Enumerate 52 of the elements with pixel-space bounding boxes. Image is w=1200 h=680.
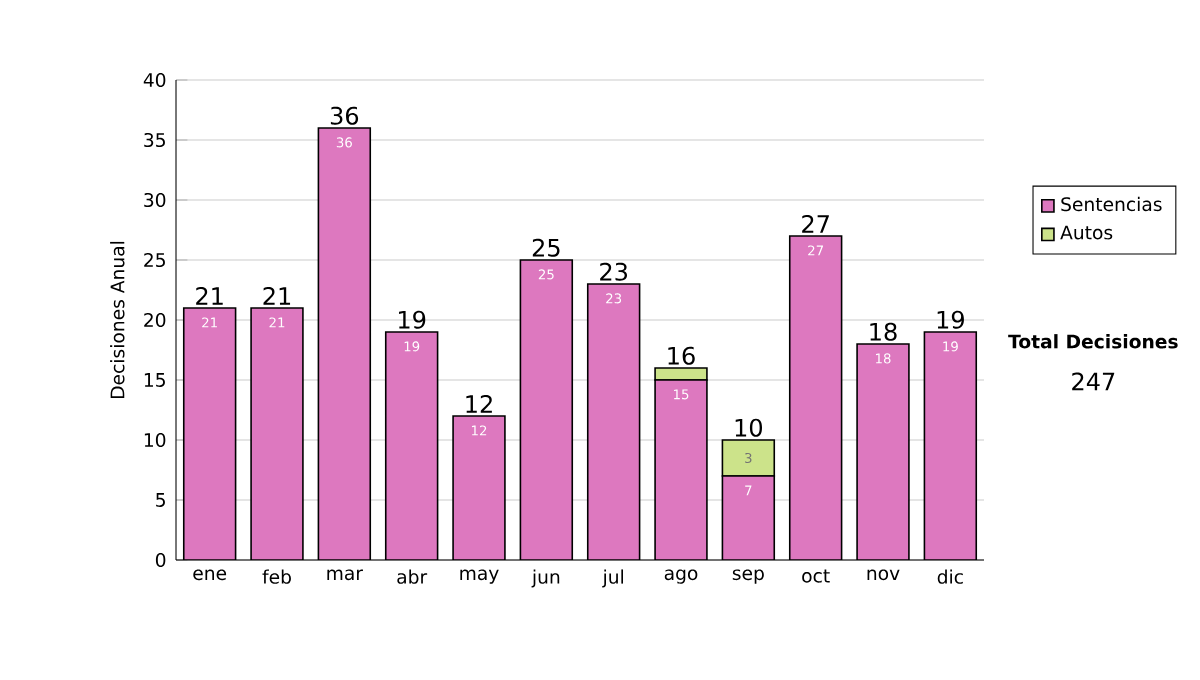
y-tick-label: 0 — [155, 552, 166, 568]
bar — [250, 307, 304, 560]
x-tick-label: nov — [867, 569, 900, 581]
bar — [721, 475, 776, 560]
x-tick-label: mar — [327, 569, 363, 581]
bar — [788, 235, 843, 560]
y-tick-label: 20 — [144, 312, 166, 328]
bar — [856, 343, 910, 560]
x-tick-label: dic — [937, 569, 963, 584]
bar — [586, 283, 641, 560]
total-label: 12 — [466, 394, 492, 413]
text: Total Decisiones — [1008, 334, 1178, 349]
x-tick-label: feb — [262, 569, 291, 584]
total-label: 36 — [330, 106, 359, 125]
x-tick-label: ago — [664, 569, 698, 584]
bar — [452, 415, 506, 560]
bar — [654, 379, 708, 560]
y-tick-label: 35 — [144, 132, 165, 148]
total-label: 19 — [399, 310, 426, 329]
bar — [317, 127, 372, 560]
total-label: 27 — [802, 214, 829, 233]
bar — [654, 367, 708, 381]
total-label: 10 — [735, 418, 763, 437]
legend-label: Sentencias — [1061, 196, 1162, 212]
y-tick-label: 30 — [144, 192, 166, 208]
y-tick-label: 15 — [144, 373, 165, 387]
total-label: 16 — [668, 346, 695, 365]
y-tick-label: 40 — [143, 72, 166, 88]
x-tick-label: abr — [397, 569, 428, 584]
total-label: 25 — [532, 238, 560, 257]
x-tick-label: jun — [531, 569, 560, 588]
x-tick-label: jul — [602, 569, 624, 588]
total-label: 21 — [263, 286, 291, 305]
y-tick-label: 10 — [144, 432, 166, 448]
x-tick-label: sep — [732, 569, 764, 584]
text: 247 — [1072, 372, 1115, 391]
bar — [384, 331, 439, 560]
y-tick-label: 5 — [156, 493, 165, 507]
total-label: 19 — [937, 310, 964, 329]
bar — [721, 439, 776, 477]
total-label: 21 — [196, 286, 223, 305]
x-tick-label: may — [460, 569, 499, 584]
y-axis-title: Decisiones Anual — [110, 241, 125, 398]
x-tick-label: oct — [802, 569, 830, 583]
legend-label: Autos — [1060, 225, 1113, 240]
total-label: 23 — [600, 262, 628, 281]
bar — [923, 331, 978, 560]
bar — [182, 307, 237, 560]
bar — [519, 259, 574, 560]
x-tick-label: ene — [193, 569, 227, 581]
y-tick-label: 25 — [144, 252, 165, 268]
total-label: 18 — [870, 322, 897, 341]
